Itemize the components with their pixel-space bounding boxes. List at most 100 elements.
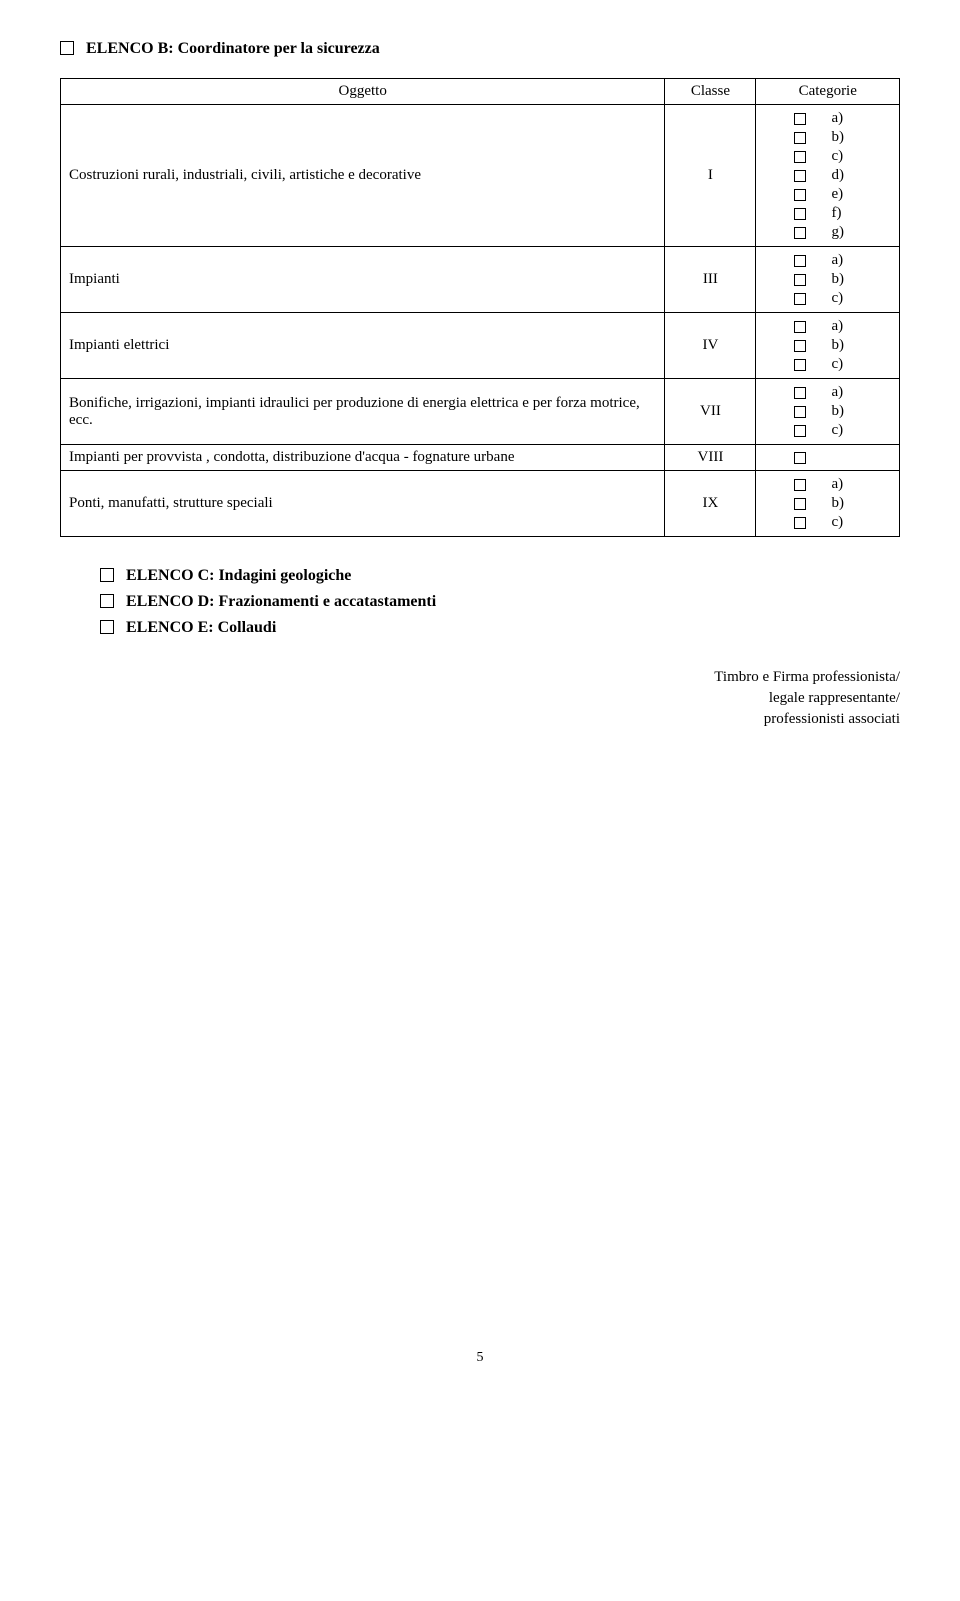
classe-cell: VII [665,379,756,445]
categorie-cell: a) b)c) [756,379,900,445]
category-item: c) [764,355,891,374]
checkbox-icon [794,425,806,437]
checkbox-icon [794,321,806,333]
table-row: Impianti per provvista , condotta, distr… [61,445,900,471]
category-label: c) [831,148,843,165]
checkbox-icon [794,359,806,371]
checkbox-icon [794,406,806,418]
category-label: a) [831,476,843,493]
elenco-c-item: ELENCO C: Indagini geologiche [100,567,900,585]
category-item: a) [764,383,891,402]
checkbox-icon [100,568,114,582]
checkbox-icon [794,498,806,510]
categorie-cell [756,445,900,471]
checkbox-icon [60,41,74,55]
category-label: d) [831,167,844,184]
checkbox-icon [794,479,806,491]
elenco-b-title: ELENCO B: Coordinatore per la sicurezza [60,40,900,58]
header-categorie: Categorie [756,79,900,105]
category-label: c) [831,290,843,307]
checkbox-icon [794,227,806,239]
classe-cell: IX [665,471,756,537]
category-item: c) [764,421,891,440]
category-item: b) [764,402,891,421]
oggetto-cell: Impianti per provvista , condotta, distr… [61,445,665,471]
elenco-d-item: ELENCO D: Frazionamenti e accatastamenti [100,593,900,611]
classe-cell: VIII [665,445,756,471]
category-item: e) [764,185,891,204]
category-label: b) [831,403,844,420]
signature-block: Timbro e Firma professionista/ legale ra… [60,667,900,730]
oggetto-cell: Bonifiche, irrigazioni, impianti idrauli… [61,379,665,445]
category-label: a) [831,110,843,127]
category-item: b) [764,128,891,147]
oggetto-cell: Impianti [61,247,665,313]
category-label: f) [831,205,841,222]
category-label: b) [831,337,844,354]
table-row: Bonifiche, irrigazioni, impianti idrauli… [61,379,900,445]
checkbox-icon [794,151,806,163]
category-label: a) [831,252,843,269]
category-label: b) [831,271,844,288]
elenco-d-label: ELENCO D: Frazionamenti e accatastamenti [126,593,436,610]
category-item: b) [764,336,891,355]
checkbox-icon [794,293,806,305]
page-number: 5 [60,1350,900,1366]
table-row: ImpiantiIII a) b) c) [61,247,900,313]
signature-line1: Timbro e Firma professionista/ [60,667,900,688]
category-label: b) [831,129,844,146]
category-item: c) [764,147,891,166]
category-label: b) [831,495,844,512]
category-item [764,451,891,465]
category-label: a) [831,318,843,335]
checkbox-icon [794,387,806,399]
category-item: f) [764,204,891,223]
categorie-cell: a) b) c) d) e) f) g) [756,105,900,247]
classe-cell: III [665,247,756,313]
category-label: c) [831,356,843,373]
categorie-cell: a) b) c) [756,471,900,537]
elenco-b-table: Oggetto Classe Categorie Costruzioni rur… [60,78,900,537]
category-label: a) [831,384,843,401]
checkbox-icon [794,452,806,464]
classe-cell: IV [665,313,756,379]
category-item: a) [764,475,891,494]
oggetto-cell: Ponti, manufatti, strutture speciali [61,471,665,537]
table-row: Impianti elettriciIV a) b) c) [61,313,900,379]
header-oggetto: Oggetto [61,79,665,105]
elenco-b-label: ELENCO B: Coordinatore per la sicurezza [86,40,380,57]
category-item: c) [764,513,891,532]
checkbox-icon [794,340,806,352]
elenco-extra-list: ELENCO C: Indagini geologiche ELENCO D: … [100,567,900,637]
category-item: c) [764,289,891,308]
checkbox-icon [794,170,806,182]
category-item: b) [764,270,891,289]
categorie-cell: a) b) c) [756,313,900,379]
oggetto-cell: Costruzioni rurali, industriali, civili,… [61,105,665,247]
table-row: Costruzioni rurali, industriali, civili,… [61,105,900,247]
category-label: c) [831,514,843,531]
oggetto-cell: Impianti elettrici [61,313,665,379]
checkbox-icon [100,594,114,608]
elenco-c-label: ELENCO C: Indagini geologiche [126,567,351,584]
classe-cell: I [665,105,756,247]
categorie-cell: a) b) c) [756,247,900,313]
category-item: d) [764,166,891,185]
checkbox-icon [794,132,806,144]
category-label: e) [831,186,843,203]
elenco-e-label: ELENCO E: Collaudi [126,619,276,636]
checkbox-icon [794,113,806,125]
checkbox-icon [794,274,806,286]
checkbox-icon [794,255,806,267]
checkbox-icon [100,620,114,634]
category-item: g) [764,223,891,242]
category-label: g) [831,224,844,241]
header-classe: Classe [665,79,756,105]
checkbox-icon [794,189,806,201]
checkbox-icon [794,208,806,220]
category-item: b) [764,494,891,513]
category-item: a) [764,317,891,336]
signature-line2: legale rappresentante/ [60,688,900,709]
checkbox-icon [794,517,806,529]
signature-line3: professionisti associati [60,709,900,730]
